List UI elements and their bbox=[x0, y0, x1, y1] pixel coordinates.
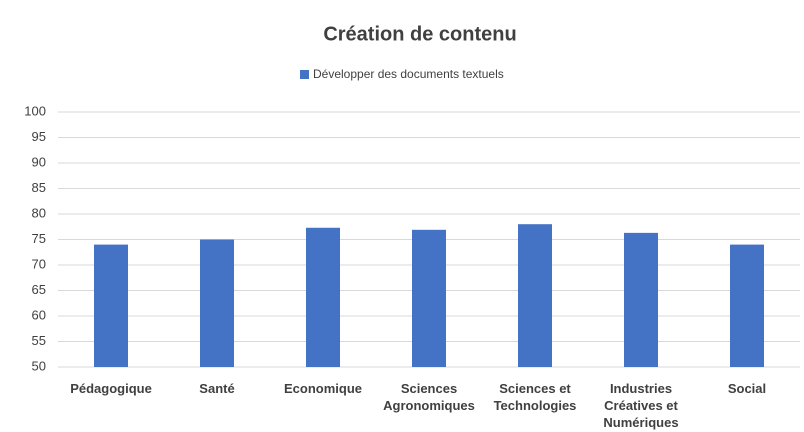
x-tick-label: Sciences Agronomiques bbox=[383, 381, 475, 413]
x-tick-label: Economique bbox=[283, 381, 362, 396]
bar bbox=[624, 232, 658, 367]
y-tick-label: 85 bbox=[32, 180, 46, 195]
x-tick-label: Santé bbox=[199, 381, 235, 396]
legend-label: Développer des documents textuels bbox=[313, 67, 504, 81]
y-tick-label: 65 bbox=[32, 282, 46, 297]
y-tick-label: 80 bbox=[32, 205, 46, 220]
y-tick-label: 55 bbox=[32, 333, 46, 348]
y-tick-label: 75 bbox=[32, 231, 46, 246]
legend-swatch bbox=[300, 70, 309, 79]
bar bbox=[94, 244, 128, 367]
x-tick-label: Industries Créatives et Numériques bbox=[603, 381, 679, 430]
bar bbox=[306, 227, 340, 367]
bar bbox=[730, 244, 764, 367]
chart-title: Création de contenu bbox=[323, 23, 516, 45]
y-tick-label: 50 bbox=[32, 358, 46, 373]
bar bbox=[200, 239, 234, 367]
y-tick-label: 95 bbox=[32, 129, 46, 144]
y-tick-label: 60 bbox=[32, 307, 46, 322]
bar bbox=[518, 224, 552, 367]
y-tick-label: 70 bbox=[32, 256, 46, 271]
x-tick-label: Sciences et Technologies bbox=[493, 381, 577, 413]
y-tick-label: 100 bbox=[24, 103, 46, 118]
x-tick-label: Pédagogique bbox=[70, 381, 152, 396]
y-tick-label: 90 bbox=[32, 154, 46, 169]
bar bbox=[412, 229, 446, 367]
x-tick-label: Social bbox=[727, 381, 767, 396]
